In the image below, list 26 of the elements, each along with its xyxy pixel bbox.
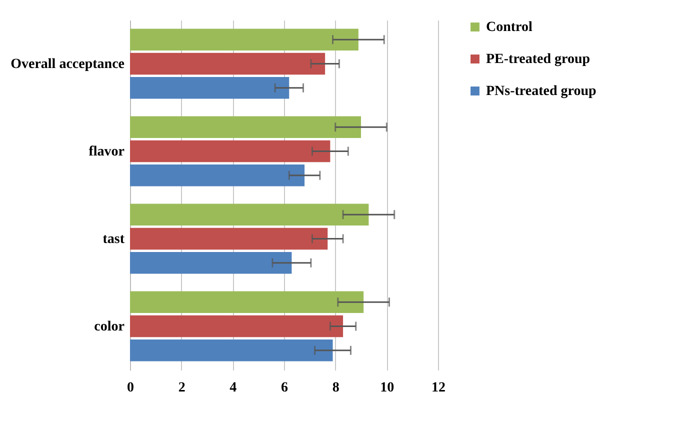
y-tick-label: Overall acceptance — [10, 56, 124, 72]
x-tick-label: 2 — [178, 380, 186, 396]
y-tick-label: tast — [102, 232, 125, 247]
bar — [130, 204, 369, 226]
y-tick-label: flavor — [88, 144, 124, 160]
x-tick-label: 8 — [332, 380, 340, 396]
x-tick-label: 4 — [230, 380, 237, 396]
bar — [130, 28, 358, 50]
bar — [130, 164, 305, 186]
bar — [130, 77, 290, 99]
bar — [130, 340, 333, 362]
bar — [130, 228, 328, 250]
bar — [130, 116, 361, 138]
bar — [130, 315, 344, 338]
x-tick-label: 12 — [432, 380, 446, 396]
x-tick-label: 6 — [281, 380, 288, 396]
bar — [130, 252, 292, 274]
bar — [130, 291, 364, 313]
y-tick-label: color — [94, 319, 124, 334]
x-tick-label: 10 — [380, 380, 394, 396]
legend-label: PE-treated group — [486, 52, 590, 67]
legend-label: PNs-treated group — [486, 84, 597, 99]
bar — [130, 52, 326, 75]
x-tick-label: 0 — [127, 380, 134, 396]
bar — [130, 140, 330, 162]
legend-label: Control — [486, 20, 533, 35]
